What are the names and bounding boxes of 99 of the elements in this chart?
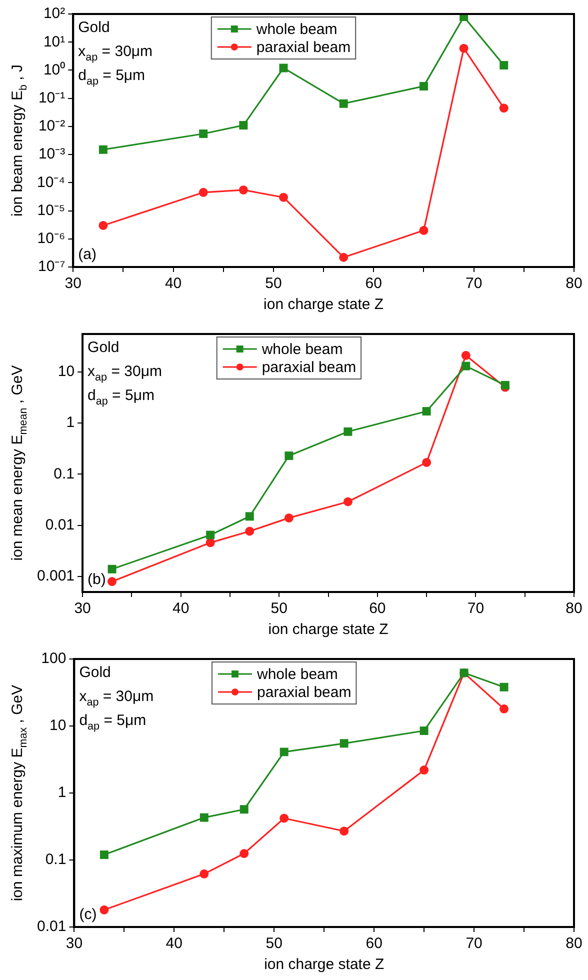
y-tick-label: 10⁻²	[38, 118, 66, 135]
legend-label: paraxial beam	[262, 359, 356, 376]
y-tick-label: 10	[50, 717, 66, 734]
point	[459, 44, 468, 53]
annotation: Gold	[88, 339, 120, 356]
y-tick-label: 0.1	[45, 851, 66, 868]
point	[499, 104, 508, 113]
y-tick-label: 10⁰	[43, 61, 66, 78]
point	[339, 252, 348, 262]
x-tick-label: 60	[365, 275, 382, 292]
x-tick-label: 70	[466, 935, 482, 952]
point	[284, 451, 294, 460]
point	[340, 826, 349, 836]
y-tick-label: 1	[66, 414, 75, 432]
x-tick-label: 50	[265, 275, 282, 292]
point	[98, 145, 108, 154]
point	[200, 813, 208, 822]
y-tick-label: 10⁻⁵	[37, 202, 66, 219]
point	[343, 497, 352, 506]
annotation: Gold	[79, 664, 111, 681]
point	[500, 61, 508, 70]
x-tick-label: 30	[74, 600, 91, 618]
point	[108, 564, 116, 574]
x-tick-label: 30	[66, 935, 83, 952]
y-tick-label: 10⁻⁴	[36, 174, 66, 191]
point	[420, 726, 428, 735]
point	[422, 458, 432, 467]
y-tick-label: 10⁻¹	[38, 89, 66, 106]
y-tick-label: 100	[41, 650, 66, 668]
x-tick-label: 80	[566, 600, 582, 618]
x-tick-label: 40	[166, 935, 182, 952]
point	[461, 350, 470, 360]
y-axis-title: ion mean energy Emean , GeV	[9, 365, 30, 561]
point	[500, 704, 509, 714]
point	[238, 185, 248, 194]
x-tick-label: 80	[566, 935, 582, 952]
y-tick-label: 10	[58, 363, 75, 380]
point	[280, 814, 289, 823]
legend-label: whole beam	[260, 341, 343, 358]
point	[500, 380, 510, 390]
point	[245, 526, 254, 536]
x-tick-label: 60	[369, 600, 386, 618]
point	[462, 362, 470, 370]
legend-label: whole beam	[256, 666, 338, 684]
point	[420, 766, 429, 775]
point	[280, 748, 288, 756]
point	[278, 192, 288, 202]
point	[206, 538, 215, 548]
point	[422, 407, 431, 416]
y-tick-label: 0.01	[36, 918, 66, 936]
x-axis-title: ion charge state Z	[264, 296, 384, 314]
point	[419, 82, 428, 90]
annotation: Gold	[78, 19, 110, 36]
point	[340, 739, 348, 748]
y-axis-title: ion beam energy Eb , J	[9, 64, 30, 216]
point	[419, 226, 428, 235]
y-tick-label: 0.1	[54, 465, 75, 482]
x-tick-label: 40	[172, 600, 190, 618]
x-tick-label: 40	[164, 275, 182, 292]
annotation: (a)	[78, 246, 96, 263]
x-axis-title: ion charge state Z	[264, 956, 384, 974]
y-tick-label: 0.001	[36, 568, 75, 585]
point	[206, 530, 215, 540]
point	[100, 850, 108, 859]
point	[198, 188, 208, 197]
point	[98, 220, 108, 230]
x-tick-label: 70	[467, 600, 484, 618]
y-tick-label: 10⁻⁷	[38, 258, 66, 276]
point	[284, 513, 294, 522]
annotation: (c)	[79, 906, 97, 923]
x-tick-label: 50	[270, 600, 288, 618]
legend-label: whole beam	[255, 21, 338, 38]
x-tick-label: 50	[266, 935, 282, 952]
y-tick-label: 10⁻⁶	[37, 230, 66, 248]
x-tick-label: 70	[465, 275, 482, 292]
annotation: (b)	[88, 571, 106, 588]
y-axis-title: ion maximum energy Emax , GeV	[9, 684, 30, 902]
y-tick-label: 10¹	[43, 33, 66, 50]
legend-label: paraxial beam	[257, 684, 352, 702]
y-tick-label: 0.01	[45, 516, 75, 534]
point	[100, 905, 109, 914]
x-axis-title: ion charge state Z	[268, 621, 388, 638]
point	[500, 682, 508, 692]
y-tick-label: 10²	[43, 5, 66, 22]
point	[240, 805, 248, 814]
legend-label: paraxial beam	[256, 39, 351, 56]
y-tick-label: 10⁻³	[38, 146, 66, 163]
point	[339, 99, 348, 108]
y-tick-label: 1	[58, 784, 66, 802]
x-tick-label: 30	[64, 275, 82, 292]
point	[240, 849, 249, 858]
point	[199, 130, 208, 138]
point	[245, 512, 254, 521]
point	[344, 427, 352, 436]
point	[200, 869, 209, 878]
point	[239, 121, 248, 130]
point	[108, 577, 117, 586]
x-tick-label: 60	[366, 935, 382, 952]
x-tick-label: 80	[566, 275, 582, 292]
